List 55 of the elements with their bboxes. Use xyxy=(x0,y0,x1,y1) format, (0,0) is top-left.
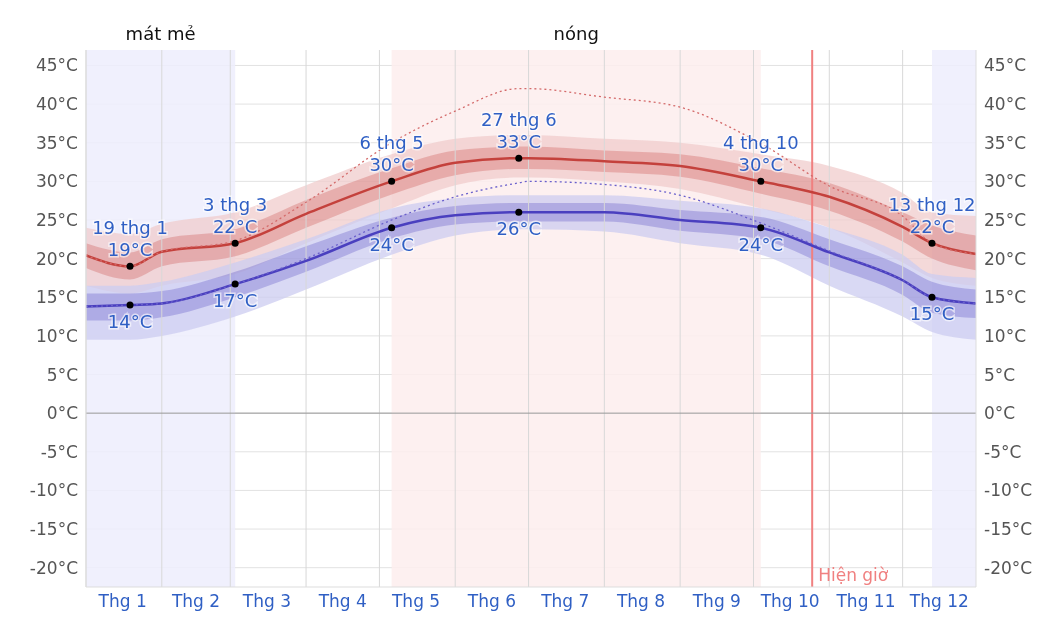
y-tick-label: 10°C xyxy=(35,325,78,346)
x-tick-label: Thg 5 xyxy=(391,591,441,612)
y-tick-label: 30°C xyxy=(35,171,78,192)
annotation: 24°C xyxy=(369,233,414,255)
y-tick-label: 15°C xyxy=(35,287,78,308)
x-tick-label: Thg 9 xyxy=(691,591,741,612)
y-tick-label: 25°C xyxy=(35,210,78,231)
y2-tick-label: -15°C xyxy=(984,519,1033,540)
annotation: 24°C xyxy=(738,233,784,255)
y2-tick-label: 20°C xyxy=(984,248,1027,269)
y-tick-label: 45°C xyxy=(35,55,78,76)
ref-line-label: Hiện giờ xyxy=(818,565,889,585)
y2-tick-label: 15°C xyxy=(984,287,1027,308)
y2-tick-label: 45°C xyxy=(984,55,1027,76)
y-tick-label: -5°C xyxy=(40,441,78,462)
y2-tick-label: 35°C xyxy=(984,132,1027,153)
x-tick-label: Thg 6 xyxy=(466,591,516,612)
annotation: 17°C xyxy=(212,290,258,312)
x-tick-label: Thg 11 xyxy=(835,591,896,612)
x-tick-label: Thg 2 xyxy=(170,591,221,612)
y-tick-label: 5°C xyxy=(46,364,78,385)
band-label: nóng xyxy=(553,23,599,44)
annotation: 15°C xyxy=(909,303,955,325)
y-tick-label: 35°C xyxy=(35,132,78,153)
y-tick-label: 0°C xyxy=(46,403,78,424)
x-tick-label: Thg 1 xyxy=(97,591,147,612)
y2-tick-label: 10°C xyxy=(984,325,1027,346)
x-tick-label: Thg 8 xyxy=(615,591,666,612)
y2-tick-label: 5°C xyxy=(984,364,1016,385)
annotation: 6 thg 5 30°C xyxy=(359,132,424,176)
annotation: 13 thg 12 22°C xyxy=(888,194,976,238)
annotation: 14°C xyxy=(107,310,153,332)
annotation: 26°C xyxy=(496,218,542,240)
annotation: 3 thg 3 22°C xyxy=(203,194,268,238)
x-tick-label: Thg 10 xyxy=(759,591,820,612)
annotation: 4 thg 10 30°C xyxy=(722,132,799,176)
x-tick-label: Thg 4 xyxy=(317,591,367,612)
band-label: mát mẻ xyxy=(125,23,196,44)
y2-tick-label: 40°C xyxy=(984,94,1027,115)
y-tick-label: -15°C xyxy=(29,519,78,540)
annotation: 27 thg 6 33°C xyxy=(480,109,557,153)
y-tick-label: -10°C xyxy=(29,480,78,501)
y-tick-label: -20°C xyxy=(29,557,78,578)
y-tick-label: 40°C xyxy=(35,94,78,115)
x-tick-label: Thg 12 xyxy=(908,591,969,612)
y-tick-label: 20°C xyxy=(35,248,78,269)
y2-tick-label: 25°C xyxy=(984,210,1027,231)
y2-tick-label: -10°C xyxy=(984,480,1033,501)
x-tick-label: Thg 7 xyxy=(540,591,590,612)
y2-tick-label: -5°C xyxy=(984,441,1022,462)
x-tick-label: Thg 3 xyxy=(241,591,292,612)
y2-tick-label: 30°C xyxy=(984,171,1027,192)
y2-tick-label: -20°C xyxy=(984,557,1033,578)
y2-tick-label: 0°C xyxy=(984,403,1016,424)
annotation: 19 thg 1 19°C xyxy=(92,217,168,261)
